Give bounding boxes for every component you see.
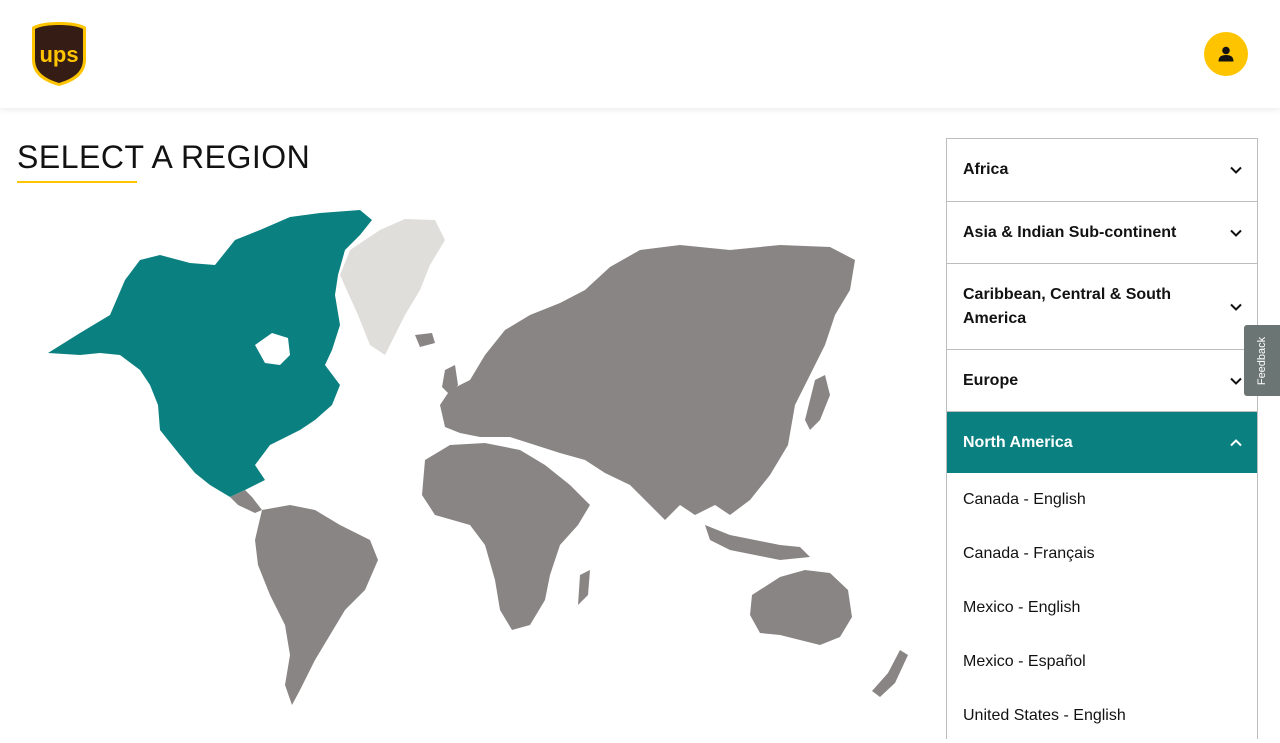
ups-shield-icon: ups	[32, 22, 86, 86]
feedback-label: Feedback	[1256, 336, 1268, 385]
map-australia[interactable]	[750, 570, 852, 645]
map-south-america[interactable]	[255, 505, 378, 705]
map-indonesia[interactable]	[705, 525, 810, 560]
map-eurasia[interactable]	[440, 245, 855, 520]
ups-logo[interactable]: ups	[31, 21, 87, 87]
map-central-america[interactable]	[230, 490, 262, 513]
map-japan[interactable]	[805, 375, 830, 430]
map-north-america[interactable]	[48, 210, 372, 497]
accordion-africa[interactable]: Africa	[947, 139, 1257, 202]
accordion-label: Africa	[963, 161, 1009, 178]
site-header: ups	[0, 0, 1280, 108]
profile-button[interactable]	[1204, 32, 1248, 76]
map-greenland	[340, 219, 445, 355]
accordion-north-america[interactable]: North America	[947, 412, 1257, 473]
accordion-label: Caribbean, Central & South America	[963, 285, 1172, 327]
chevron-down-icon	[1230, 377, 1242, 385]
north-america-locale-list: Canada - English Canada - Français Mexic…	[947, 473, 1257, 743]
accordion-label: Asia & Indian Sub-continent	[963, 223, 1177, 241]
chevron-down-icon	[1230, 303, 1242, 311]
chevron-up-icon	[1230, 438, 1242, 446]
locale-link[interactable]: Canada - English	[963, 491, 1086, 508]
page-title: SELECT A REGION	[17, 139, 311, 175]
map-africa[interactable]	[422, 443, 590, 630]
feedback-tab[interactable]: Feedback	[1244, 325, 1280, 396]
accordion-label: North America	[963, 433, 1073, 451]
map-uk[interactable]	[442, 365, 458, 395]
accordion-caribbean-central-south-america[interactable]: Caribbean, Central & South America	[947, 264, 1257, 350]
region-accordion: Africa Asia & Indian Sub-continent Carib…	[946, 138, 1258, 739]
user-icon	[1218, 46, 1234, 62]
logo-wordmark: ups	[39, 42, 78, 67]
map-iceland[interactable]	[415, 333, 435, 347]
world-map	[48, 210, 908, 705]
map-madagascar[interactable]	[578, 570, 590, 605]
locale-link[interactable]: Mexico - English	[963, 599, 1081, 616]
accordion-europe[interactable]: Europe	[947, 350, 1257, 412]
locale-link[interactable]: Canada - Français	[963, 545, 1095, 562]
chevron-down-icon	[1230, 166, 1242, 174]
map-hudson-bay	[255, 333, 290, 365]
locale-link[interactable]: Mexico - Español	[963, 653, 1086, 670]
accordion-asia[interactable]: Asia & Indian Sub-continent	[947, 202, 1257, 264]
map-new-zealand[interactable]	[872, 650, 908, 697]
accordion-label: Europe	[963, 371, 1019, 389]
locale-link[interactable]: United States - English	[963, 707, 1126, 724]
chevron-down-icon	[1230, 229, 1242, 237]
title-underline	[17, 181, 137, 183]
